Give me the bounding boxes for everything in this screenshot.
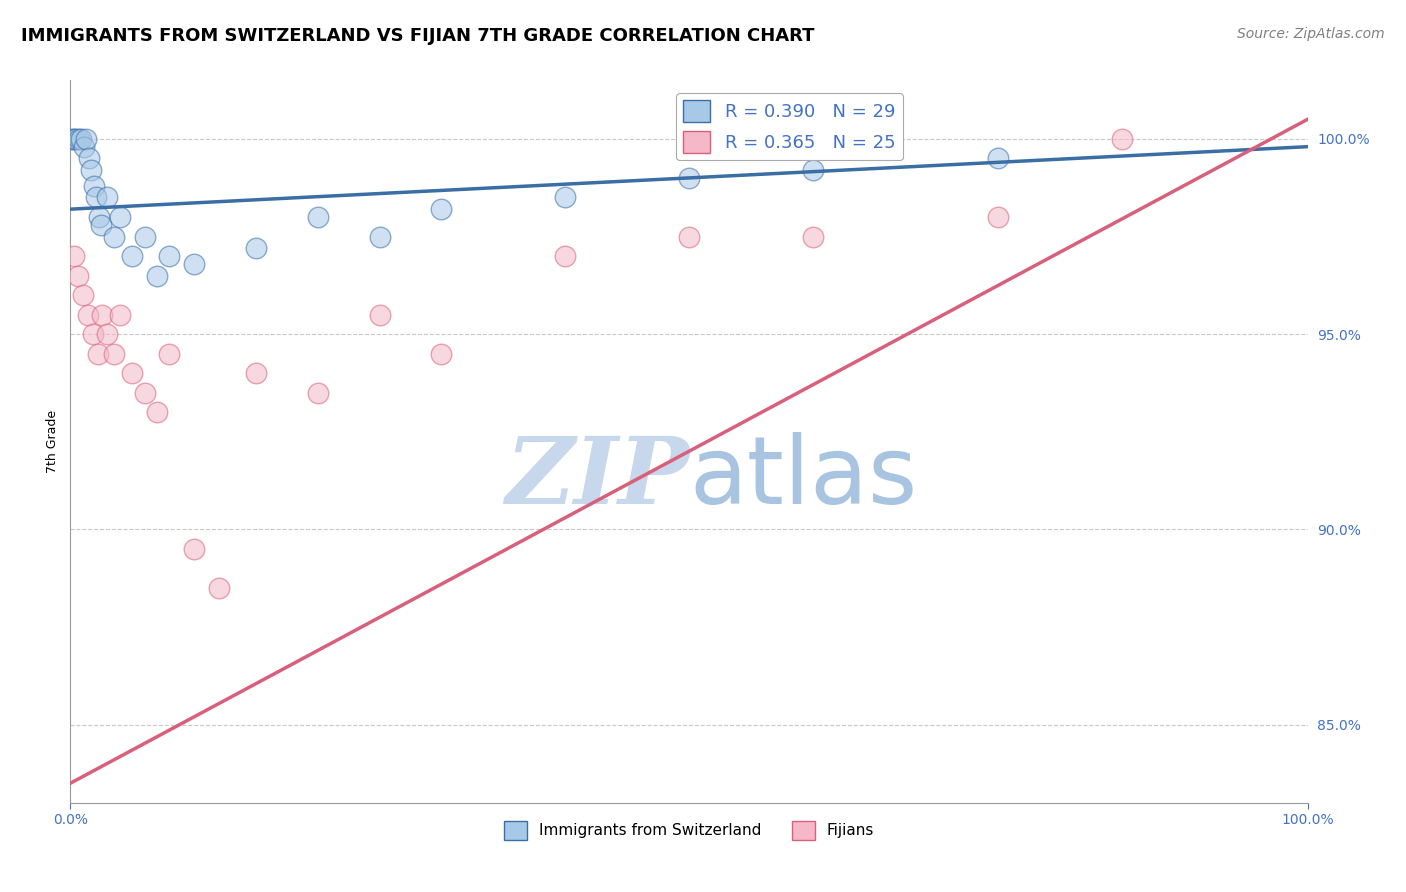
Immigrants from Switzerland [87,210,110,224]
Immigrants from Switzerland [183,257,205,271]
Immigrants from Switzerland [307,210,329,224]
Fijians [76,308,98,322]
Legend: Immigrants from Switzerland, Fijians: Immigrants from Switzerland, Fijians [498,815,880,846]
Fijians [430,346,453,360]
Immigrants from Switzerland [134,229,156,244]
Immigrants from Switzerland [103,229,125,244]
Text: ZIP: ZIP [505,433,689,523]
Fijians [96,327,118,342]
Immigrants from Switzerland [678,170,700,185]
Fijians [801,229,824,244]
Immigrants from Switzerland [987,152,1010,166]
Immigrants from Switzerland [430,202,453,216]
Y-axis label: 7th Grade: 7th Grade [46,410,59,473]
Immigrants from Switzerland [801,163,824,178]
Text: atlas: atlas [689,432,917,524]
Immigrants from Switzerland [121,249,143,263]
Fijians [72,288,94,302]
Text: IMMIGRANTS FROM SWITZERLAND VS FIJIAN 7TH GRADE CORRELATION CHART: IMMIGRANTS FROM SWITZERLAND VS FIJIAN 7T… [21,27,814,45]
Immigrants from Switzerland [90,218,112,232]
Immigrants from Switzerland [108,210,131,224]
Immigrants from Switzerland [67,132,90,146]
Text: Source: ZipAtlas.com: Source: ZipAtlas.com [1237,27,1385,41]
Immigrants from Switzerland [75,132,97,146]
Immigrants from Switzerland [77,152,100,166]
Fijians [987,210,1010,224]
Fijians [66,268,89,283]
Immigrants from Switzerland [73,139,96,153]
Fijians [307,385,329,400]
Fijians [82,327,104,342]
Fijians [103,346,125,360]
Immigrants from Switzerland [65,132,87,146]
Fijians [91,308,114,322]
Immigrants from Switzerland [63,132,86,146]
Immigrants from Switzerland [83,178,105,193]
Fijians [183,541,205,556]
Immigrants from Switzerland [60,132,83,146]
Fijians [208,581,231,595]
Fijians [146,405,169,419]
Fijians [86,346,108,360]
Fijians [63,249,86,263]
Fijians [157,346,180,360]
Immigrants from Switzerland [96,190,118,204]
Fijians [368,308,391,322]
Fijians [678,229,700,244]
Fijians [245,366,267,380]
Immigrants from Switzerland [245,241,267,255]
Immigrants from Switzerland [368,229,391,244]
Immigrants from Switzerland [146,268,169,283]
Fijians [134,385,156,400]
Immigrants from Switzerland [70,132,93,146]
Fijians [554,249,576,263]
Immigrants from Switzerland [554,190,576,204]
Fijians [1111,132,1133,146]
Immigrants from Switzerland [157,249,180,263]
Immigrants from Switzerland [84,190,107,204]
Fijians [121,366,143,380]
Immigrants from Switzerland [80,163,103,178]
Fijians [108,308,131,322]
